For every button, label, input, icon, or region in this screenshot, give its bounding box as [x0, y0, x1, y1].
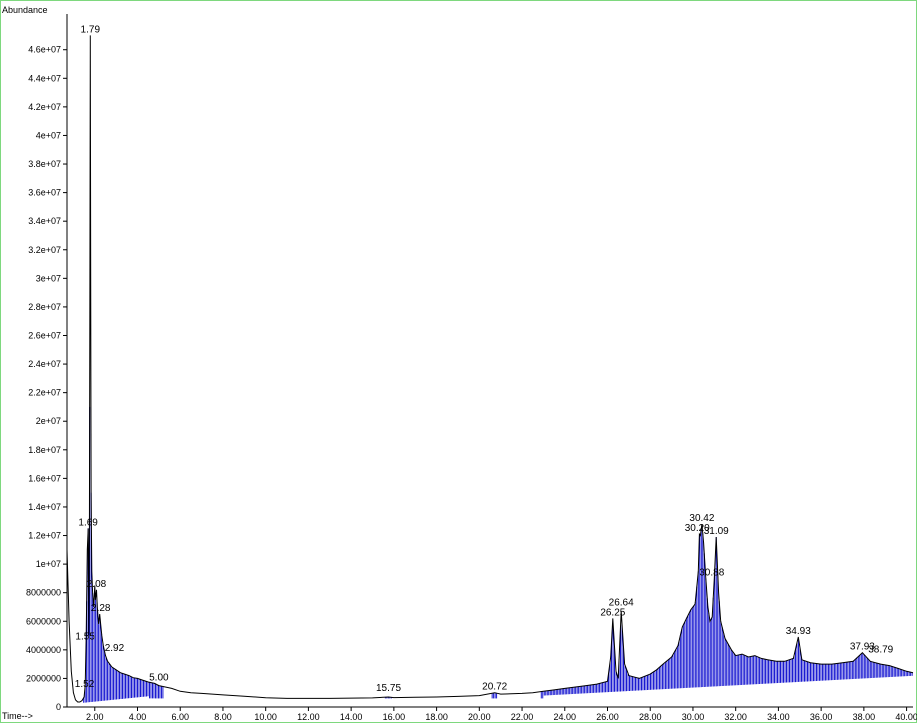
y-tick-label: 3e+07: [36, 273, 61, 283]
y-tick-label: 3.6e+07: [28, 188, 61, 198]
x-tick-label: 22.00: [511, 712, 534, 722]
x-tick-label: 6.00: [171, 712, 189, 722]
peak-label: 30.88: [699, 567, 724, 578]
y-tick-label: 2.4e+07: [28, 359, 61, 369]
y-tick-label: 6000000: [26, 616, 61, 626]
x-tick-label: 20.00: [468, 712, 491, 722]
y-tick-label: 2.2e+07: [28, 388, 61, 398]
x-tick-label: 28.00: [639, 712, 662, 722]
x-tick-label: 8.00: [214, 712, 232, 722]
x-tick-label: 2.00: [86, 712, 104, 722]
y-tick-label: 2000000: [26, 673, 61, 683]
axes: [66, 14, 913, 708]
x-tick-label: 32.00: [724, 712, 747, 722]
y-tick-label: 4.4e+07: [28, 73, 61, 83]
y-tick-label: 4.2e+07: [28, 102, 61, 112]
y-tick-label: 4.6e+07: [28, 45, 61, 55]
peak-label: 38.79: [868, 645, 893, 656]
peak-label: 37.93: [850, 642, 875, 653]
peak-label: 1.69: [78, 517, 98, 528]
peak-label: 1.52: [75, 679, 95, 690]
x-tick-label: 12.00: [297, 712, 320, 722]
peak-label: 34.93: [786, 626, 811, 637]
peak-label: 26.25: [600, 607, 625, 618]
y-tick-label: 3.2e+07: [28, 245, 61, 255]
x-tick-label: 38.00: [853, 712, 876, 722]
y-axis-title: Abundance: [2, 5, 48, 15]
y-tick-label: 1.8e+07: [28, 445, 61, 455]
y-tick-label: 3.4e+07: [28, 216, 61, 226]
peak-label: 5.00: [149, 672, 169, 683]
y-tick-label: 2.8e+07: [28, 302, 61, 312]
x-tick-label: 18.00: [425, 712, 448, 722]
tic-trace-line: [66, 35, 914, 703]
y-tick-label: 1.4e+07: [28, 502, 61, 512]
x-tick-label: 26.00: [596, 712, 619, 722]
y-tick-label: 2.6e+07: [28, 330, 61, 340]
x-tick-label: 40.00: [895, 712, 917, 722]
peak-label: 15.75: [376, 683, 401, 694]
y-tick-label: 3.8e+07: [28, 159, 61, 169]
peak-label: 26.64: [609, 597, 634, 608]
y-tick-label: 2e+07: [36, 416, 61, 426]
y-tick-label: 1.2e+07: [28, 531, 61, 541]
peak-label: 2.92: [105, 643, 125, 654]
x-tick-label: 30.00: [682, 712, 705, 722]
x-tick-label: 36.00: [810, 712, 833, 722]
peak-label: 31.09: [704, 526, 729, 537]
y-tick-label: 0: [56, 702, 61, 712]
peak-label: 20.72: [482, 682, 507, 693]
peak-label: 2.28: [91, 603, 111, 614]
y-tick-label: 1e+07: [36, 559, 61, 569]
integration-fills: [83, 406, 913, 703]
x-tick-label: 4.00: [129, 712, 147, 722]
x-tick-label: 24.00: [554, 712, 577, 722]
peak-label: 30.20: [685, 523, 710, 534]
peak-labels: 1.79 1.69 2.08 2.28 1.52 1.55 2.92 5.00 15.75 20.…: [75, 24, 894, 694]
peak-label: 2.08: [87, 579, 107, 590]
y-tick-label: 4e+07: [36, 130, 61, 140]
x-tick-label: 34.00: [767, 712, 790, 722]
y-ticks: 0 2000000 4000000 6000000 8000000 1e+07 1.2e+0…: [26, 45, 67, 712]
y-tick-label: 1.6e+07: [28, 473, 61, 483]
x-tick-label: 10.00: [254, 712, 277, 722]
peak-label: 1.79: [81, 24, 101, 35]
peak-label: 1.55: [75, 632, 95, 643]
y-tick-label: 4000000: [26, 645, 61, 655]
y-tick-label: 8000000: [26, 588, 61, 598]
peak-label: 30.42: [689, 513, 714, 524]
x-tick-label: 14.00: [340, 712, 363, 722]
x-axis-title: Time-->: [2, 711, 33, 721]
x-tick-label: 16.00: [383, 712, 406, 722]
series-lines: [66, 35, 914, 703]
x-ticks: 2.00 4.00 6.00 8.00 10.00 12.00 14.00 16.00 18.0…: [86, 707, 917, 722]
